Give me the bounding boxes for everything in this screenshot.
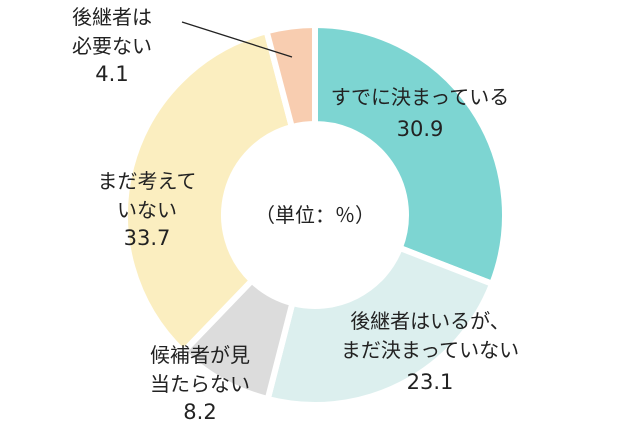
- slice-value-decided: 30.9: [397, 117, 444, 141]
- slice-value-no-successor-needed: 4.1: [95, 62, 128, 86]
- slice-labels: すでに決まっている 30.9 後継者はいるが、まだ決まっていない 23.1 候補者が見当…: [72, 5, 519, 424]
- slice-not-considered: [122, 28, 295, 355]
- slice-value-no-candidate: 8.2: [183, 400, 216, 424]
- donut-slices: [122, 22, 508, 408]
- slice-value-not-considered: 33.7: [124, 226, 171, 250]
- leader-line-no-successor: [181, 21, 293, 58]
- slice-label-not-considered: いない: [117, 198, 177, 222]
- slice-undecided-successor: [264, 244, 496, 408]
- slice-value-undecided-successor: 23.1: [407, 370, 454, 394]
- slice-label-no-candidate: 当たらない: [150, 372, 250, 396]
- slice-label-no-candidate: 候補者が見: [150, 343, 250, 367]
- slice-label-undecided-successor: まだ決まっていない: [341, 338, 519, 362]
- slice-label-undecided-successor: 後継者はいるが、: [350, 309, 510, 333]
- slice-label-not-considered: まだ考えて: [98, 169, 197, 193]
- slice-no-successor-needed: [263, 22, 318, 131]
- slice-decided: [312, 22, 508, 287]
- slice-label-no-successor-needed: 必要ない: [72, 34, 152, 58]
- slice-label-decided: すでに決まっている: [331, 85, 509, 109]
- slice-label-no-successor-needed: 後継者は: [72, 5, 152, 29]
- unit-label: （単位：％）: [255, 203, 375, 227]
